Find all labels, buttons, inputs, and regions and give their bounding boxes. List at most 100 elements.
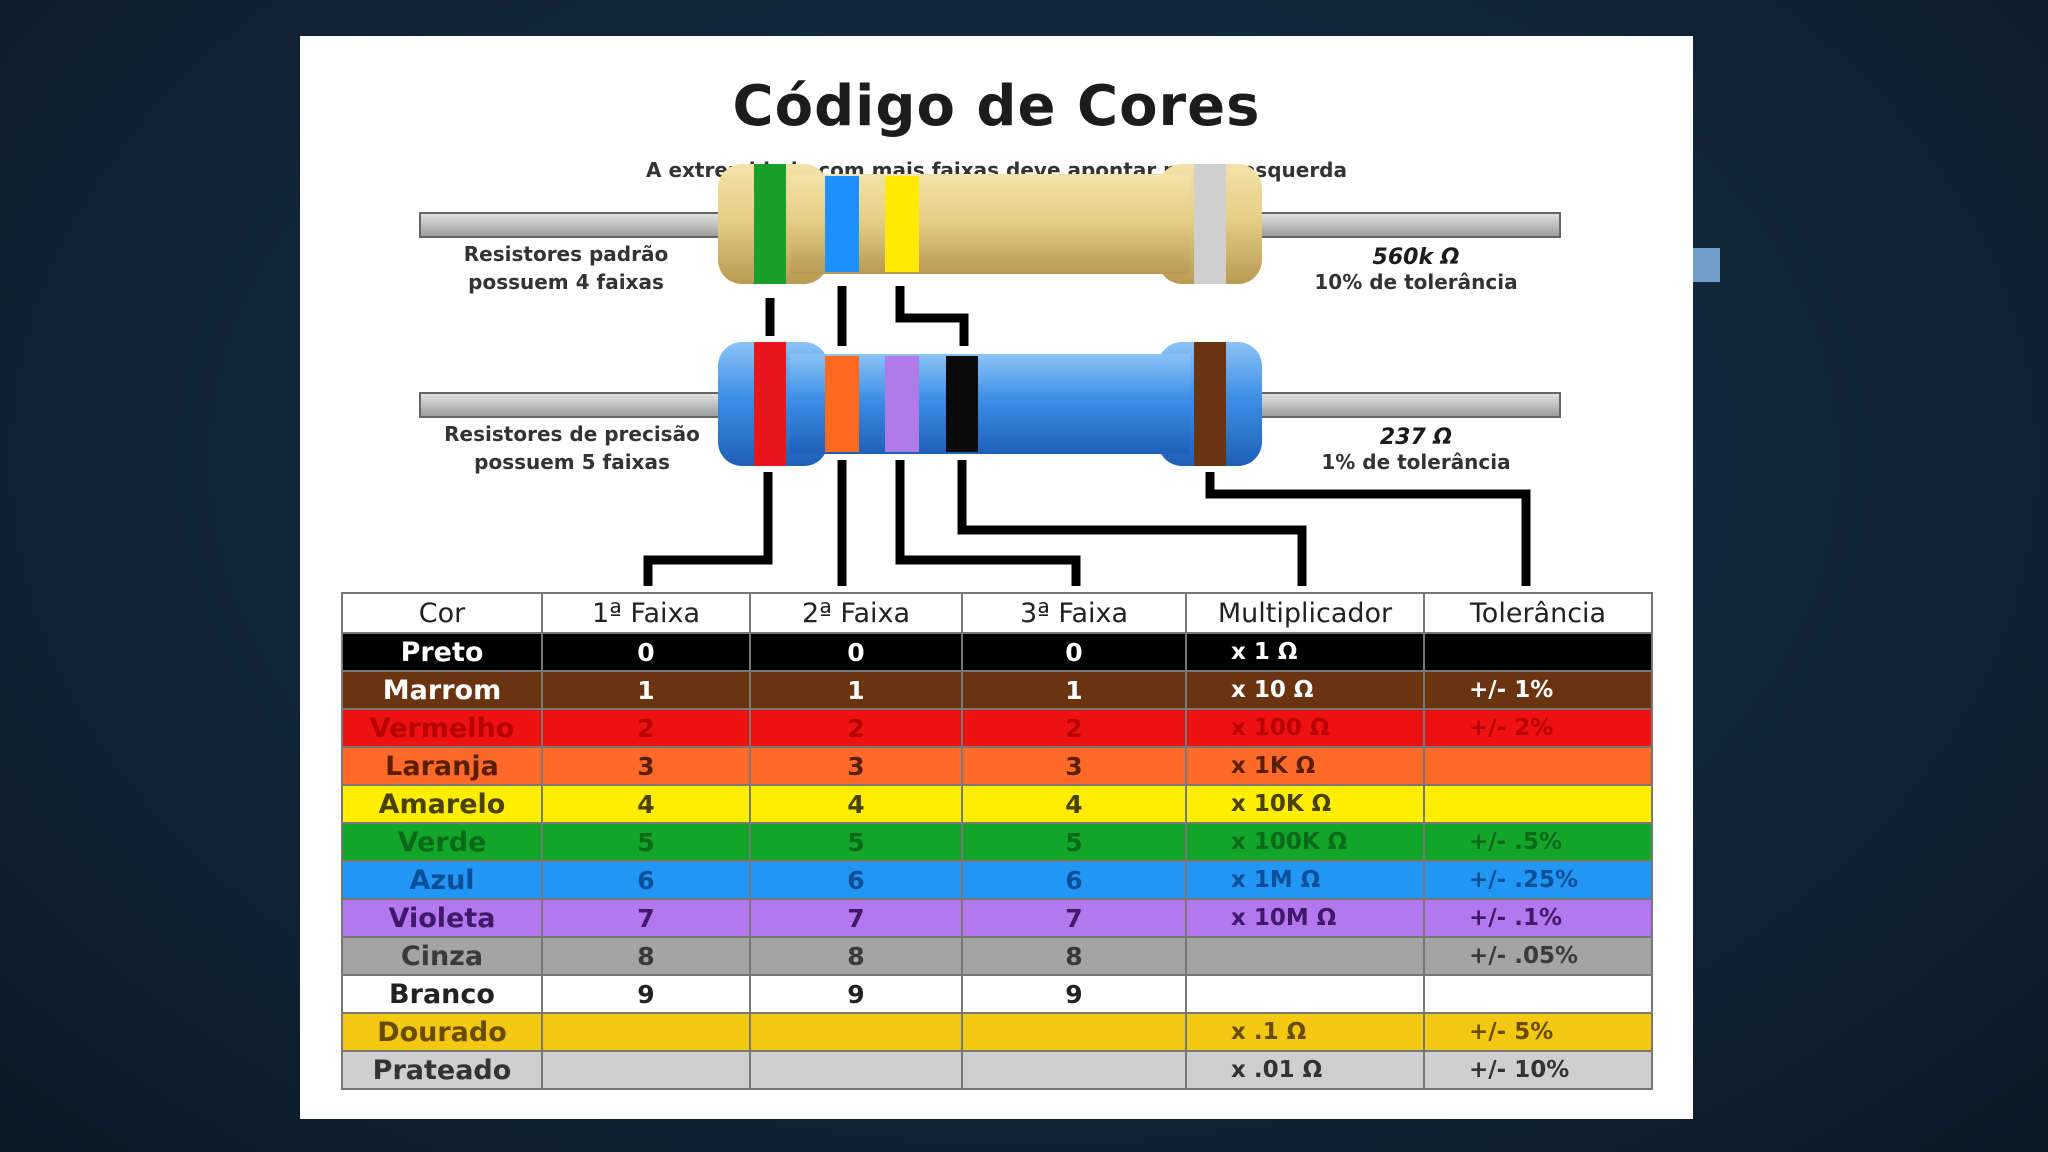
header-band-1: 1ª Faixa — [541, 592, 751, 634]
band-3-digit: 5 — [961, 822, 1187, 862]
band-1-digit: 3 — [541, 746, 751, 786]
multiplier — [1185, 936, 1425, 976]
tolerance — [1423, 974, 1653, 1014]
band-1-digit: 5 — [541, 822, 751, 862]
precision-resistor — [419, 342, 1561, 466]
table-row: Dourado x .1 Ω +/- 5% — [341, 1012, 1653, 1052]
color-name: Prateado — [341, 1050, 543, 1090]
resistor-diagram — [419, 164, 1561, 586]
multiplier: x 1K Ω — [1185, 746, 1425, 786]
band-3-digit: 9 — [961, 974, 1187, 1014]
header-band-3: 3ª Faixa — [961, 592, 1187, 634]
table-row: Prateado x .01 Ω +/- 10% — [341, 1050, 1653, 1090]
band-2-digit: 6 — [749, 860, 963, 900]
band-1-digit: 8 — [541, 936, 751, 976]
band-1-digit: 6 — [541, 860, 751, 900]
band-1-digit: 9 — [541, 974, 751, 1014]
band-3-digit: 1 — [961, 670, 1187, 710]
multiplier: x 10M Ω — [1185, 898, 1425, 938]
tolerance — [1423, 784, 1653, 824]
table-row: Preto 0 0 0 x 1 Ω — [341, 632, 1653, 672]
tolerance: +/- .5% — [1423, 822, 1653, 862]
precision-resistance-value: 237 Ω — [1379, 425, 1453, 450]
band-2-digit: 4 — [749, 784, 963, 824]
band-1-digit: 1 — [541, 670, 751, 710]
band-3 — [885, 356, 919, 452]
precision-label-line1: Resistores de precisão — [444, 422, 700, 446]
band-3-digit: 4 — [961, 784, 1187, 824]
band-1-digit — [541, 1012, 751, 1052]
tolerance: +/- 5% — [1423, 1012, 1653, 1052]
table-row: Vermelho 2 2 2 x 100 Ω +/- 2% — [341, 708, 1653, 748]
color-name: Dourado — [341, 1012, 543, 1052]
standard-resistor-value-label: 560k Ω 10% de tolerância — [1286, 244, 1546, 292]
lead-right — [1259, 392, 1561, 418]
tolerance — [1423, 632, 1653, 672]
band-4 — [1194, 164, 1226, 284]
table-row: Amarelo 4 4 4 x 10K Ω — [341, 784, 1653, 824]
lead-right — [1259, 212, 1561, 238]
color-name: Cinza — [341, 936, 543, 976]
band-2-digit — [749, 1012, 963, 1052]
header-band-2: 2ª Faixa — [749, 592, 963, 634]
standard-label-line1: Resistores padrão — [463, 242, 669, 266]
band-1 — [754, 164, 786, 284]
tolerance: +/- .25% — [1423, 860, 1653, 900]
header-multiplier: Multiplicador — [1185, 592, 1425, 634]
table-row: Marrom 1 1 1 x 10 Ω +/- 1% — [341, 670, 1653, 710]
band-2-digit: 1 — [749, 670, 963, 710]
page-title: Código de Cores — [732, 74, 1261, 139]
color-name: Laranja — [341, 746, 543, 786]
multiplier: x 100K Ω — [1185, 822, 1425, 862]
band-3 — [885, 176, 919, 272]
band-3-digit: 0 — [961, 632, 1187, 672]
tolerance: +/- 1% — [1423, 670, 1653, 710]
color-name: Vermelho — [341, 708, 543, 748]
standard-label-line2: possuem 4 faixas — [468, 270, 664, 294]
table-row: Cinza 8 8 8 +/- .05% — [341, 936, 1653, 976]
multiplier: x 10 Ω — [1185, 670, 1425, 710]
band-4 — [946, 356, 978, 452]
band-2-digit: 9 — [749, 974, 963, 1014]
color-name: Preto — [341, 632, 543, 672]
band-2-digit: 7 — [749, 898, 963, 938]
band-1 — [754, 342, 786, 466]
precision-tolerance: 1% de tolerância — [1321, 450, 1511, 474]
band-2-digit: 0 — [749, 632, 963, 672]
color-name: Amarelo — [341, 784, 543, 824]
precision-label-line2: possuem 5 faixas — [474, 450, 670, 474]
multiplier: x .01 Ω — [1185, 1050, 1425, 1090]
band-3-digit — [961, 1050, 1187, 1090]
band-1-digit: 4 — [541, 784, 751, 824]
band-connectors-lower — [643, 460, 1531, 586]
band-connectors-upper — [765, 286, 969, 346]
precision-resistor-value-label: 237 Ω 1% de tolerância — [1286, 424, 1546, 472]
header-color: Cor — [341, 592, 543, 634]
band-1-digit: 0 — [541, 632, 751, 672]
color-code-table: Cor 1ª Faixa 2ª Faixa 3ª Faixa Multiplic… — [341, 592, 1653, 1090]
band-2-digit: 2 — [749, 708, 963, 748]
band-1-digit — [541, 1050, 751, 1090]
multiplier: x .1 Ω — [1185, 1012, 1425, 1052]
band-3-digit — [961, 1012, 1187, 1052]
lead-left — [419, 212, 721, 238]
color-code-card: Código de Cores A extremidade com mais f… — [300, 36, 1693, 1119]
standard-resistor-label: Resistores padrão possuem 4 faixas — [426, 240, 706, 296]
tolerance: +/- .1% — [1423, 898, 1653, 938]
band-2-digit: 8 — [749, 936, 963, 976]
band-2-digit: 3 — [749, 746, 963, 786]
multiplier: x 100 Ω — [1185, 708, 1425, 748]
standard-tolerance: 10% de tolerância — [1314, 270, 1518, 294]
band-1-digit: 2 — [541, 708, 751, 748]
tolerance — [1423, 746, 1653, 786]
multiplier: x 10K Ω — [1185, 784, 1425, 824]
band-3-digit: 7 — [961, 898, 1187, 938]
color-name: Azul — [341, 860, 543, 900]
lead-left — [419, 392, 721, 418]
color-name: Violeta — [341, 898, 543, 938]
precision-resistor-label: Resistores de precisão possuem 5 faixas — [432, 420, 712, 476]
standard-resistor — [419, 164, 1561, 284]
band-2-digit: 5 — [749, 822, 963, 862]
decorative-square — [1692, 248, 1720, 282]
header-tolerance: Tolerância — [1423, 592, 1653, 634]
